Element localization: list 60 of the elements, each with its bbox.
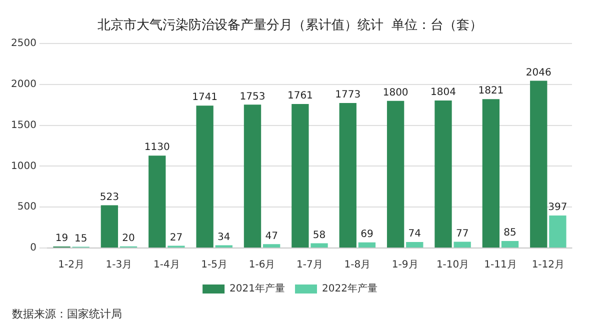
x-tick-label: 1-3月 bbox=[106, 260, 132, 271]
bar bbox=[148, 156, 166, 248]
bar bbox=[310, 243, 328, 248]
bar bbox=[244, 104, 262, 248]
data-label: 1800 bbox=[382, 87, 408, 98]
x-tick-label: 1-12月 bbox=[532, 260, 565, 271]
bar bbox=[292, 104, 309, 248]
x-tick-label: 1-9月 bbox=[392, 260, 418, 271]
bar bbox=[262, 244, 280, 248]
bar bbox=[196, 106, 214, 248]
data-label: 1761 bbox=[287, 90, 313, 102]
data-label: 1753 bbox=[240, 91, 266, 102]
y-tick-label: 1500 bbox=[10, 120, 36, 131]
data-label: 2046 bbox=[526, 67, 552, 78]
data-label: 58 bbox=[312, 230, 326, 241]
y-tick-label: 2000 bbox=[10, 79, 36, 90]
data-label: 1821 bbox=[478, 86, 504, 97]
bar bbox=[434, 100, 452, 248]
legend-label: 2022年产量 bbox=[322, 282, 378, 295]
x-tick-label: 1-10月 bbox=[436, 260, 470, 271]
data-label: 34 bbox=[218, 232, 230, 243]
y-tick-label: 2500 bbox=[10, 38, 36, 50]
x-tick-label: 1-5月 bbox=[201, 260, 228, 271]
bar bbox=[386, 100, 404, 248]
bar bbox=[339, 103, 356, 248]
data-label: 397 bbox=[548, 202, 568, 214]
data-label: 1130 bbox=[144, 142, 170, 154]
data-label: 1804 bbox=[430, 87, 456, 98]
bar bbox=[406, 242, 424, 248]
data-label: 85 bbox=[504, 228, 516, 239]
legend-label: 2021年产量 bbox=[230, 282, 286, 295]
data-label: 69 bbox=[360, 228, 374, 240]
data-label: 523 bbox=[100, 192, 119, 203]
data-label: 74 bbox=[408, 228, 421, 240]
x-tick-label: 1-7月 bbox=[296, 260, 323, 271]
bar bbox=[454, 242, 471, 248]
source-note: 数据来源：国家统计局 bbox=[12, 307, 122, 320]
y-tick-label: 1000 bbox=[10, 160, 36, 172]
x-tick-label: 1-2月 bbox=[58, 260, 84, 271]
bar bbox=[501, 241, 519, 248]
x-tick-label: 1-4月 bbox=[153, 260, 180, 271]
x-tick-label: 1-6月 bbox=[248, 260, 276, 271]
bar bbox=[358, 242, 376, 248]
data-label: 19 bbox=[55, 233, 68, 244]
data-label: 77 bbox=[456, 228, 469, 240]
y-tick-label: 0 bbox=[30, 242, 36, 254]
x-tick-label: 1-11月 bbox=[484, 260, 517, 271]
chart-title: 北京市大气污染防治设备产量分月（累计值）统计 单位：台（套） bbox=[97, 18, 483, 34]
y-tick-label: 500 bbox=[17, 202, 36, 213]
x-tick-label: 1-8月 bbox=[344, 260, 371, 271]
data-label: 20 bbox=[122, 232, 135, 244]
data-label: 1741 bbox=[192, 92, 218, 104]
data-label: 27 bbox=[170, 232, 183, 244]
data-label: 1773 bbox=[335, 90, 361, 101]
bar bbox=[482, 99, 500, 248]
bar bbox=[530, 80, 548, 248]
data-label: 47 bbox=[265, 230, 278, 242]
bar bbox=[100, 205, 118, 248]
data-label: 15 bbox=[74, 233, 88, 244]
bar bbox=[549, 216, 566, 248]
